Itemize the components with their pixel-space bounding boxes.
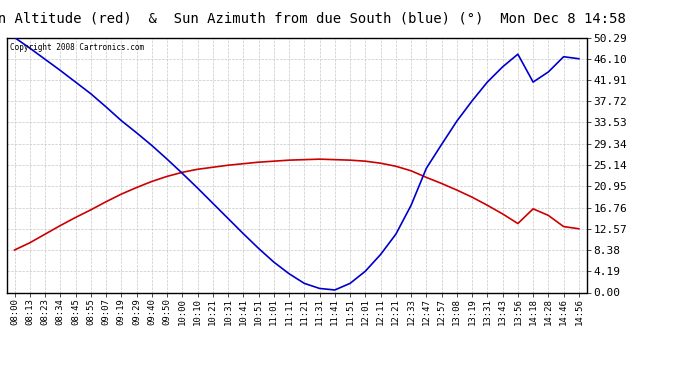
Text: Copyright 2008 Cartronics.com: Copyright 2008 Cartronics.com [10,43,144,52]
Text: Sun Altitude (red)  &  Sun Azimuth from due South (blue) (°)  Mon Dec 8 14:58: Sun Altitude (red) & Sun Azimuth from du… [0,11,626,25]
